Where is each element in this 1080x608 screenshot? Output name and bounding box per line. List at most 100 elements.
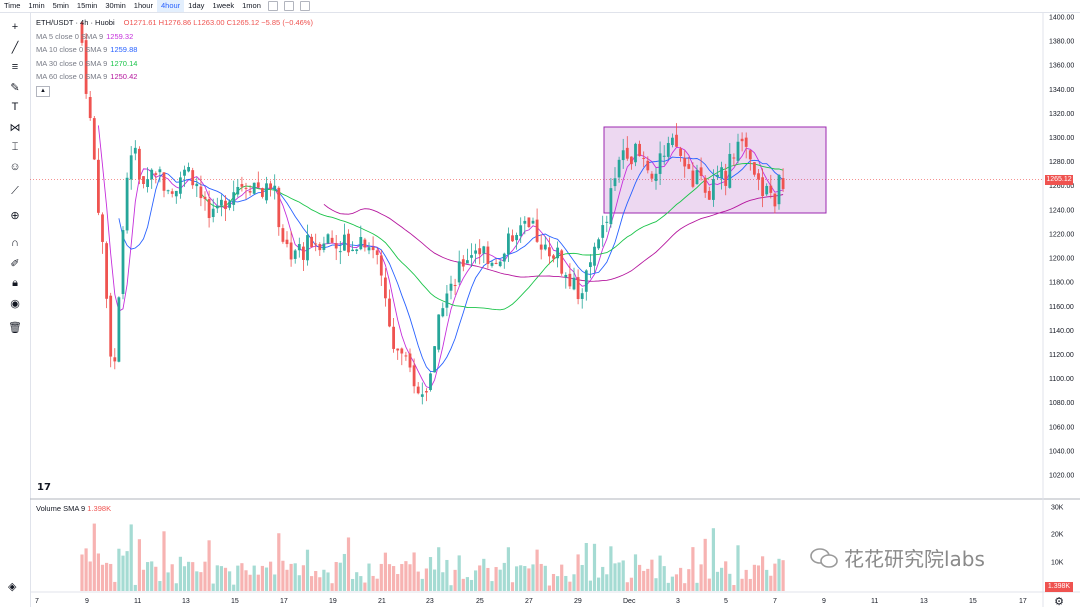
- object-tree-icon[interactable]: ◈: [8, 581, 17, 593]
- text-icon[interactable]: T: [11, 101, 19, 113]
- time-axis-label: 15: [231, 598, 239, 605]
- timeframe-1min[interactable]: 1min: [28, 1, 45, 10]
- candle-body: [129, 155, 133, 180]
- candle-body: [338, 251, 342, 253]
- volume-bar: [732, 585, 736, 591]
- candle-body: [539, 244, 543, 250]
- volume-bar: [773, 563, 777, 591]
- volume-bar: [711, 528, 715, 591]
- timeframe-4hour[interactable]: 4hour: [156, 0, 185, 12]
- candle-body: [166, 190, 170, 192]
- volume-bar: [699, 564, 703, 591]
- candle-body: [773, 193, 777, 207]
- candle-body: [486, 246, 490, 264]
- volume-bar: [424, 568, 428, 591]
- price-axis-label: 1160.00: [1049, 304, 1074, 311]
- candle-body: [511, 235, 514, 242]
- volume-bar: [133, 584, 137, 591]
- volume-bar: [564, 575, 568, 591]
- price-axis-label: 1100.00: [1049, 376, 1074, 383]
- tradingview-logo: 17: [37, 482, 51, 493]
- volume-bar: [469, 579, 474, 591]
- candle-body: [478, 248, 482, 255]
- ma-line-30: [200, 163, 784, 311]
- candle-body: [355, 249, 359, 251]
- candle-body: [466, 260, 469, 264]
- horizontal-lines-icon[interactable]: ≡: [11, 61, 19, 73]
- volume-bar: [416, 571, 420, 591]
- chart-canvas[interactable]: 1400.00 1380.00 1360.00 1340.00 1320.00 1300.…: [30, 13, 1080, 607]
- volume-bar: [178, 556, 182, 591]
- candle-body: [187, 167, 190, 172]
- volume-bar: [633, 554, 638, 591]
- volume-bar: [576, 554, 580, 591]
- pattern-icon[interactable]: ⋈: [9, 121, 21, 134]
- time-axis-label: 17: [280, 598, 288, 605]
- volume-bar: [330, 583, 334, 591]
- candle-body: [109, 295, 113, 357]
- ma-label: MA 10 close 0 SMA 9: [36, 45, 108, 54]
- candle-body: [654, 173, 658, 182]
- settings-icon[interactable]: [283, 1, 294, 11]
- volume-bar: [371, 575, 375, 591]
- candle-body: [666, 143, 670, 157]
- crosshair-icon[interactable]: +: [11, 21, 19, 33]
- volume-bar: [560, 564, 564, 591]
- candle-body: [523, 220, 527, 224]
- timeframe-1hour[interactable]: 1hour: [133, 1, 153, 10]
- volume-bar: [744, 569, 748, 591]
- candle-body: [105, 243, 108, 299]
- candle-body: [761, 177, 764, 197]
- candle-body: [375, 250, 379, 255]
- timeframe-15min[interactable]: 15min: [76, 1, 98, 10]
- collapse-legend-icon[interactable]: ▲: [36, 85, 50, 97]
- candle-body: [121, 230, 125, 295]
- timeframe-1day[interactable]: 1day: [188, 1, 205, 10]
- measure-icon[interactable]: ⌶: [11, 140, 19, 153]
- lock-icon[interactable]: 🔒︎: [12, 276, 18, 289]
- candle-body: [363, 239, 367, 248]
- volume-bar: [285, 569, 289, 591]
- trash-icon[interactable]: 🗑︎: [8, 321, 22, 334]
- timeframe-1mon[interactable]: 1mon: [242, 1, 261, 10]
- candle-body: [482, 246, 486, 254]
- settings-gear-icon[interactable]: ⚙: [1054, 596, 1064, 608]
- volume-bar: [96, 553, 100, 591]
- volume-bar: [510, 582, 515, 591]
- brush-icon[interactable]: ✎: [10, 81, 20, 94]
- magnet-icon[interactable]: ∩: [11, 237, 19, 249]
- time-axis-label: 11: [134, 598, 141, 605]
- chart-type-icon[interactable]: [267, 1, 278, 11]
- volume-bar: [351, 578, 355, 591]
- fullscreen-icon[interactable]: [299, 1, 310, 11]
- eye-icon[interactable]: ◉: [10, 297, 20, 310]
- volume-bar: [650, 559, 654, 591]
- volume-bar: [260, 565, 264, 591]
- candle-body: [256, 182, 260, 188]
- time-axis-label: 13: [182, 598, 190, 605]
- ma-label: MA 5 close 0 SMA 9: [36, 31, 104, 41]
- volume-bar: [297, 575, 301, 591]
- timeframe-5min[interactable]: 5min: [52, 1, 69, 10]
- volume-bar: [461, 578, 465, 591]
- candle-body: [334, 243, 338, 249]
- volume-bar: [334, 561, 338, 591]
- zoom-icon[interactable]: ⊕: [10, 209, 20, 222]
- timeframe-time[interactable]: Time: [4, 1, 21, 10]
- candle-body: [437, 314, 441, 350]
- volume-bar: [592, 543, 597, 591]
- candle-body: [638, 143, 641, 157]
- ruler-icon[interactable]: ⟋: [11, 184, 19, 197]
- time-axis-label: 27: [525, 598, 533, 605]
- emoji-icon[interactable]: ☺: [9, 161, 21, 173]
- volume-bar: [359, 576, 363, 591]
- candle-body: [498, 261, 502, 267]
- volume-bar: [695, 582, 699, 591]
- lock-drawing-icon[interactable]: ✐: [10, 257, 20, 270]
- time-axis-label: 9: [822, 598, 826, 605]
- trendline-icon[interactable]: ╱: [11, 41, 19, 54]
- timeframe-1week[interactable]: 1week: [212, 1, 235, 10]
- timeframe-30min[interactable]: 30min: [105, 1, 126, 10]
- candle-body: [310, 236, 313, 247]
- volume-bar: [162, 531, 166, 591]
